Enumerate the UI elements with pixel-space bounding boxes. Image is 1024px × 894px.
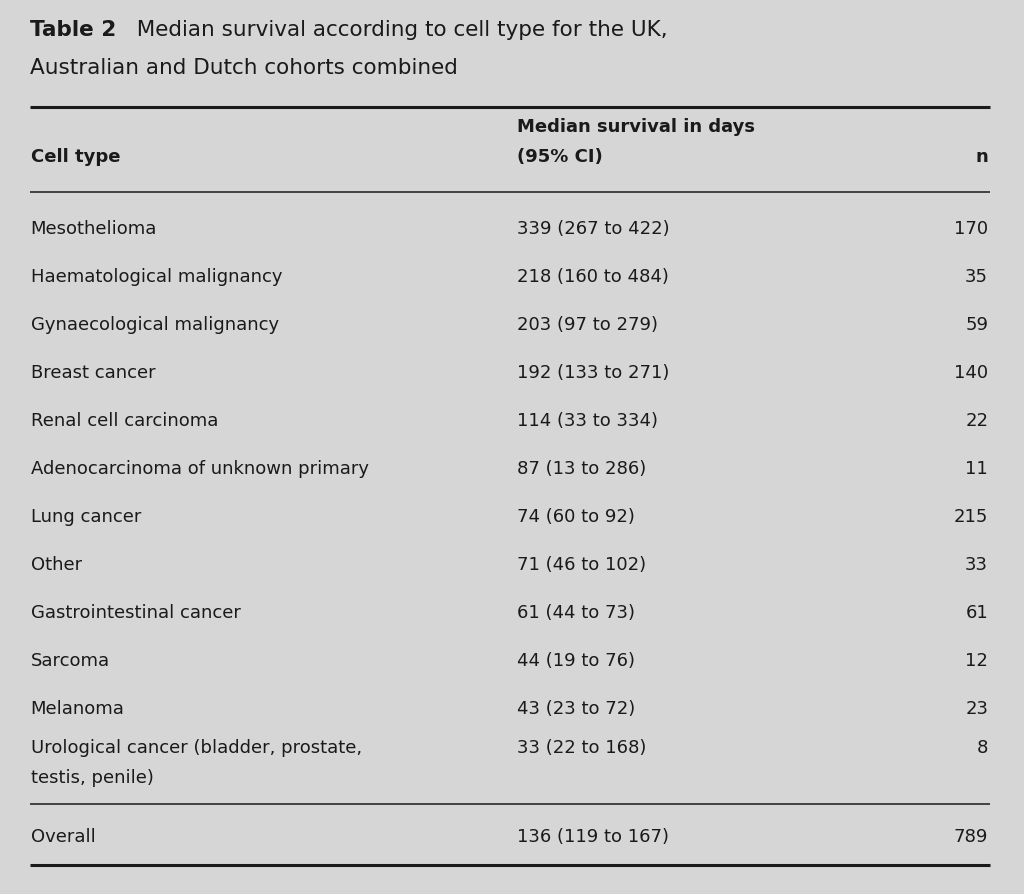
Text: 74 (60 to 92): 74 (60 to 92): [517, 508, 635, 526]
Text: Cell type: Cell type: [31, 148, 120, 165]
Text: Overall: Overall: [31, 827, 95, 845]
Text: 61: 61: [966, 603, 988, 621]
Text: 339 (267 to 422): 339 (267 to 422): [517, 220, 670, 238]
Text: Urological cancer (bladder, prostate,: Urological cancer (bladder, prostate,: [31, 738, 361, 756]
Text: 215: 215: [953, 508, 988, 526]
Text: 789: 789: [953, 827, 988, 845]
Text: Other: Other: [31, 555, 82, 573]
Text: Median survival in days: Median survival in days: [517, 118, 755, 136]
Text: 43 (23 to 72): 43 (23 to 72): [517, 699, 635, 717]
Text: 136 (119 to 167): 136 (119 to 167): [517, 827, 669, 845]
Text: 61 (44 to 73): 61 (44 to 73): [517, 603, 635, 621]
Text: Gastrointestinal cancer: Gastrointestinal cancer: [31, 603, 241, 621]
Text: 140: 140: [954, 364, 988, 382]
Text: testis, penile): testis, penile): [31, 768, 154, 786]
Text: 71 (46 to 102): 71 (46 to 102): [517, 555, 646, 573]
Text: Lung cancer: Lung cancer: [31, 508, 141, 526]
Text: Australian and Dutch cohorts combined: Australian and Dutch cohorts combined: [30, 58, 458, 78]
Text: Median survival according to cell type for the UK,: Median survival according to cell type f…: [123, 20, 668, 40]
Text: 11: 11: [966, 460, 988, 477]
Text: Table 2: Table 2: [30, 20, 117, 40]
Text: 218 (160 to 484): 218 (160 to 484): [517, 267, 669, 286]
Text: 8: 8: [977, 738, 988, 756]
Text: 35: 35: [966, 267, 988, 286]
Text: n: n: [976, 148, 988, 165]
Text: 33 (22 to 168): 33 (22 to 168): [517, 738, 646, 756]
Text: Mesothelioma: Mesothelioma: [31, 220, 157, 238]
Text: Sarcoma: Sarcoma: [31, 651, 110, 670]
Text: 44 (19 to 76): 44 (19 to 76): [517, 651, 635, 670]
Text: Breast cancer: Breast cancer: [31, 364, 156, 382]
Text: Renal cell carcinoma: Renal cell carcinoma: [31, 411, 218, 429]
Text: 59: 59: [966, 316, 988, 333]
Text: 23: 23: [966, 699, 988, 717]
Text: 12: 12: [966, 651, 988, 670]
Text: Gynaecological malignancy: Gynaecological malignancy: [31, 316, 279, 333]
Text: Melanoma: Melanoma: [31, 699, 125, 717]
Text: 203 (97 to 279): 203 (97 to 279): [517, 316, 658, 333]
Text: 87 (13 to 286): 87 (13 to 286): [517, 460, 646, 477]
Text: Haematological malignancy: Haematological malignancy: [31, 267, 283, 286]
Text: (95% CI): (95% CI): [517, 148, 603, 165]
Text: 170: 170: [954, 220, 988, 238]
Text: 192 (133 to 271): 192 (133 to 271): [517, 364, 670, 382]
Text: 22: 22: [966, 411, 988, 429]
Text: 33: 33: [966, 555, 988, 573]
Text: Adenocarcinoma of unknown primary: Adenocarcinoma of unknown primary: [31, 460, 369, 477]
Text: 114 (33 to 334): 114 (33 to 334): [517, 411, 658, 429]
